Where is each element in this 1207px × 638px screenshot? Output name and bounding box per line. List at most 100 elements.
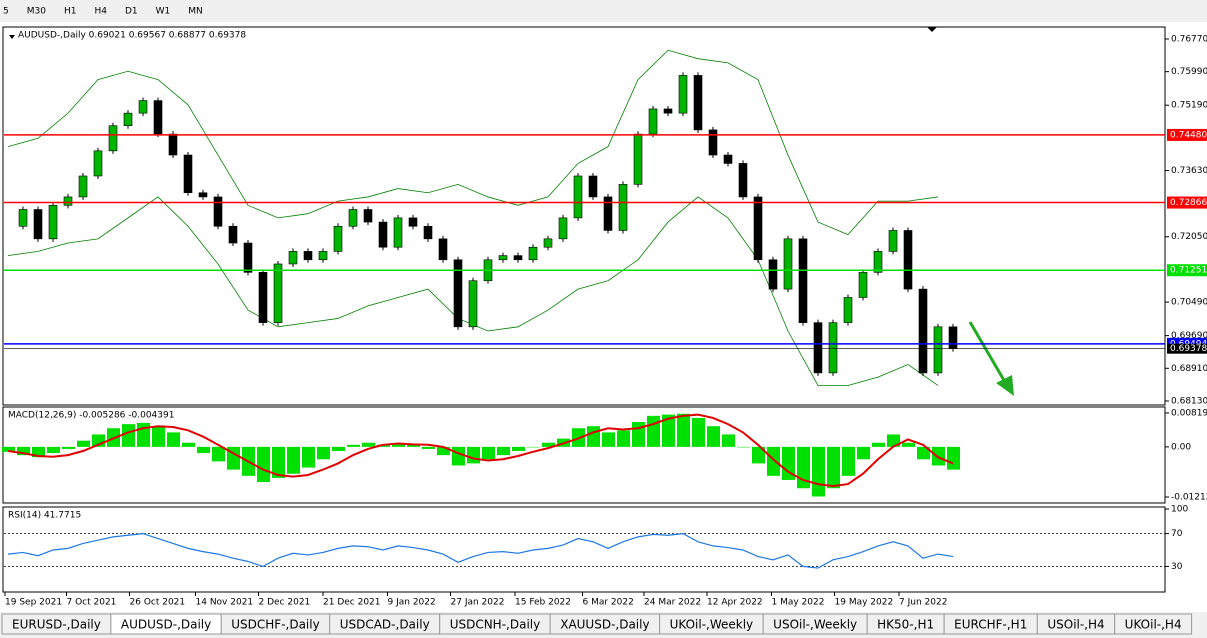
candle xyxy=(633,133,643,185)
tab-label[interactable]: HK50-,H1 xyxy=(877,618,934,632)
x-tick-label: 7 Oct 2021 xyxy=(67,598,117,608)
macd-title: MACD(12,26,9) -0.005286 -0.004391 xyxy=(8,411,174,421)
macd-bar xyxy=(692,417,705,447)
candle xyxy=(753,196,763,261)
x-tick-label: 14 Nov 2021 xyxy=(196,598,254,608)
candle xyxy=(258,272,268,323)
candle xyxy=(378,221,388,248)
last-price-tag xyxy=(1167,343,1207,354)
candle xyxy=(888,230,898,252)
macd-bar xyxy=(62,446,75,449)
candle xyxy=(858,272,868,298)
candle xyxy=(108,125,118,152)
candle xyxy=(348,209,358,227)
tab-label[interactable]: USDCHF-,Daily xyxy=(231,618,319,632)
timeframe-button[interactable]: MN xyxy=(188,7,203,17)
candle xyxy=(243,242,253,273)
timeframe-button[interactable]: 5 xyxy=(3,7,9,17)
x-tick-label: 26 Oct 2021 xyxy=(130,598,186,608)
candle xyxy=(813,322,823,374)
level-tag xyxy=(1167,128,1207,141)
macd-bar xyxy=(32,446,45,458)
candle xyxy=(318,251,328,261)
candle xyxy=(933,326,943,374)
candle xyxy=(183,154,193,194)
tab-label[interactable]: USOil-,Weekly xyxy=(773,618,857,632)
tab-label[interactable]: UKOil-,H4 xyxy=(1125,618,1182,632)
candle xyxy=(423,225,433,240)
macd-bar xyxy=(887,434,900,447)
tab-label[interactable]: UKOil-,Weekly xyxy=(670,618,754,632)
candle xyxy=(48,205,58,240)
macd-bar xyxy=(947,446,960,470)
candle xyxy=(303,251,313,261)
macd-bar xyxy=(647,415,660,447)
x-tick-label: 27 Jan 2022 xyxy=(451,598,505,608)
candle xyxy=(903,230,913,290)
macd-bar xyxy=(767,446,780,476)
x-tick-label: 1 May 2022 xyxy=(772,598,825,608)
tab-label[interactable]: AUDUSD-,Daily xyxy=(121,618,211,632)
macd-bar xyxy=(257,446,270,483)
y-tick-label: 0.75190 xyxy=(1171,101,1207,111)
macd-bar xyxy=(677,413,690,447)
tab-label[interactable]: USOil-,H4 xyxy=(1047,618,1104,632)
macd-bar xyxy=(722,434,735,447)
rsi-line xyxy=(7,532,954,569)
x-tick-label: 6 Mar 2022 xyxy=(583,598,634,608)
candle xyxy=(18,209,28,227)
tab-label[interactable]: XAUUSD-,Daily xyxy=(560,618,649,632)
candle xyxy=(513,255,523,261)
candle xyxy=(333,225,343,252)
timeframe-button[interactable]: D1 xyxy=(125,7,138,17)
candle xyxy=(153,100,163,135)
title-marker xyxy=(9,35,15,39)
candle xyxy=(588,175,598,198)
macd-bar xyxy=(782,446,795,480)
y-tick-label: 70 xyxy=(1171,529,1183,539)
x-tick-label: 12 Apr 2022 xyxy=(707,598,763,608)
candle xyxy=(543,238,553,248)
candle xyxy=(498,255,508,261)
candle xyxy=(798,238,808,323)
candle xyxy=(918,288,928,374)
candle xyxy=(828,322,838,374)
candle xyxy=(78,175,88,198)
y-tick-label: 0.76770 xyxy=(1171,34,1207,44)
y-tick-label: 0.00 xyxy=(1171,442,1191,452)
y-tick-label: 0.69690 xyxy=(1171,331,1207,341)
rsi-panel xyxy=(2,506,1166,593)
macd-bar xyxy=(902,442,915,447)
y-tick-label: 100 xyxy=(1171,505,1188,515)
candle xyxy=(168,133,178,156)
macd-bar xyxy=(437,446,450,456)
timeframe-button[interactable]: W1 xyxy=(156,7,171,17)
x-tick-label: 19 Sep 2021 xyxy=(5,598,62,608)
upper-band xyxy=(7,49,939,236)
toolbar xyxy=(0,0,1207,22)
timeframe-button[interactable]: H1 xyxy=(64,7,77,17)
tab[interactable] xyxy=(1114,613,1193,635)
timeframe-button[interactable]: H4 xyxy=(94,7,107,17)
chart-title: AUDUSD-,Daily 0.69021 0.69567 0.68877 0.… xyxy=(18,31,246,41)
tab-label[interactable]: EURUSD-,Daily xyxy=(12,618,101,632)
macd-bar xyxy=(632,422,645,447)
candle xyxy=(63,196,73,206)
timeframe-button[interactable]: M30 xyxy=(27,7,46,17)
macd-bar xyxy=(422,446,435,449)
tab-label[interactable]: USDCNH-,Daily xyxy=(450,618,541,632)
tab-label[interactable]: EURCHF-,H1 xyxy=(954,618,1027,632)
candle xyxy=(648,108,658,135)
tab-label[interactable]: USDCAD-,Daily xyxy=(340,618,430,632)
candle xyxy=(438,238,448,261)
macd-bar xyxy=(317,446,330,460)
macd-bar xyxy=(482,446,495,460)
candle xyxy=(768,259,778,290)
macd-bar xyxy=(332,446,345,452)
x-tick-label: 7 Jun 2022 xyxy=(899,598,947,608)
macd-bar xyxy=(827,446,840,489)
macd-bar xyxy=(137,422,150,447)
x-tick-label: 2 Dec 2021 xyxy=(259,598,311,608)
